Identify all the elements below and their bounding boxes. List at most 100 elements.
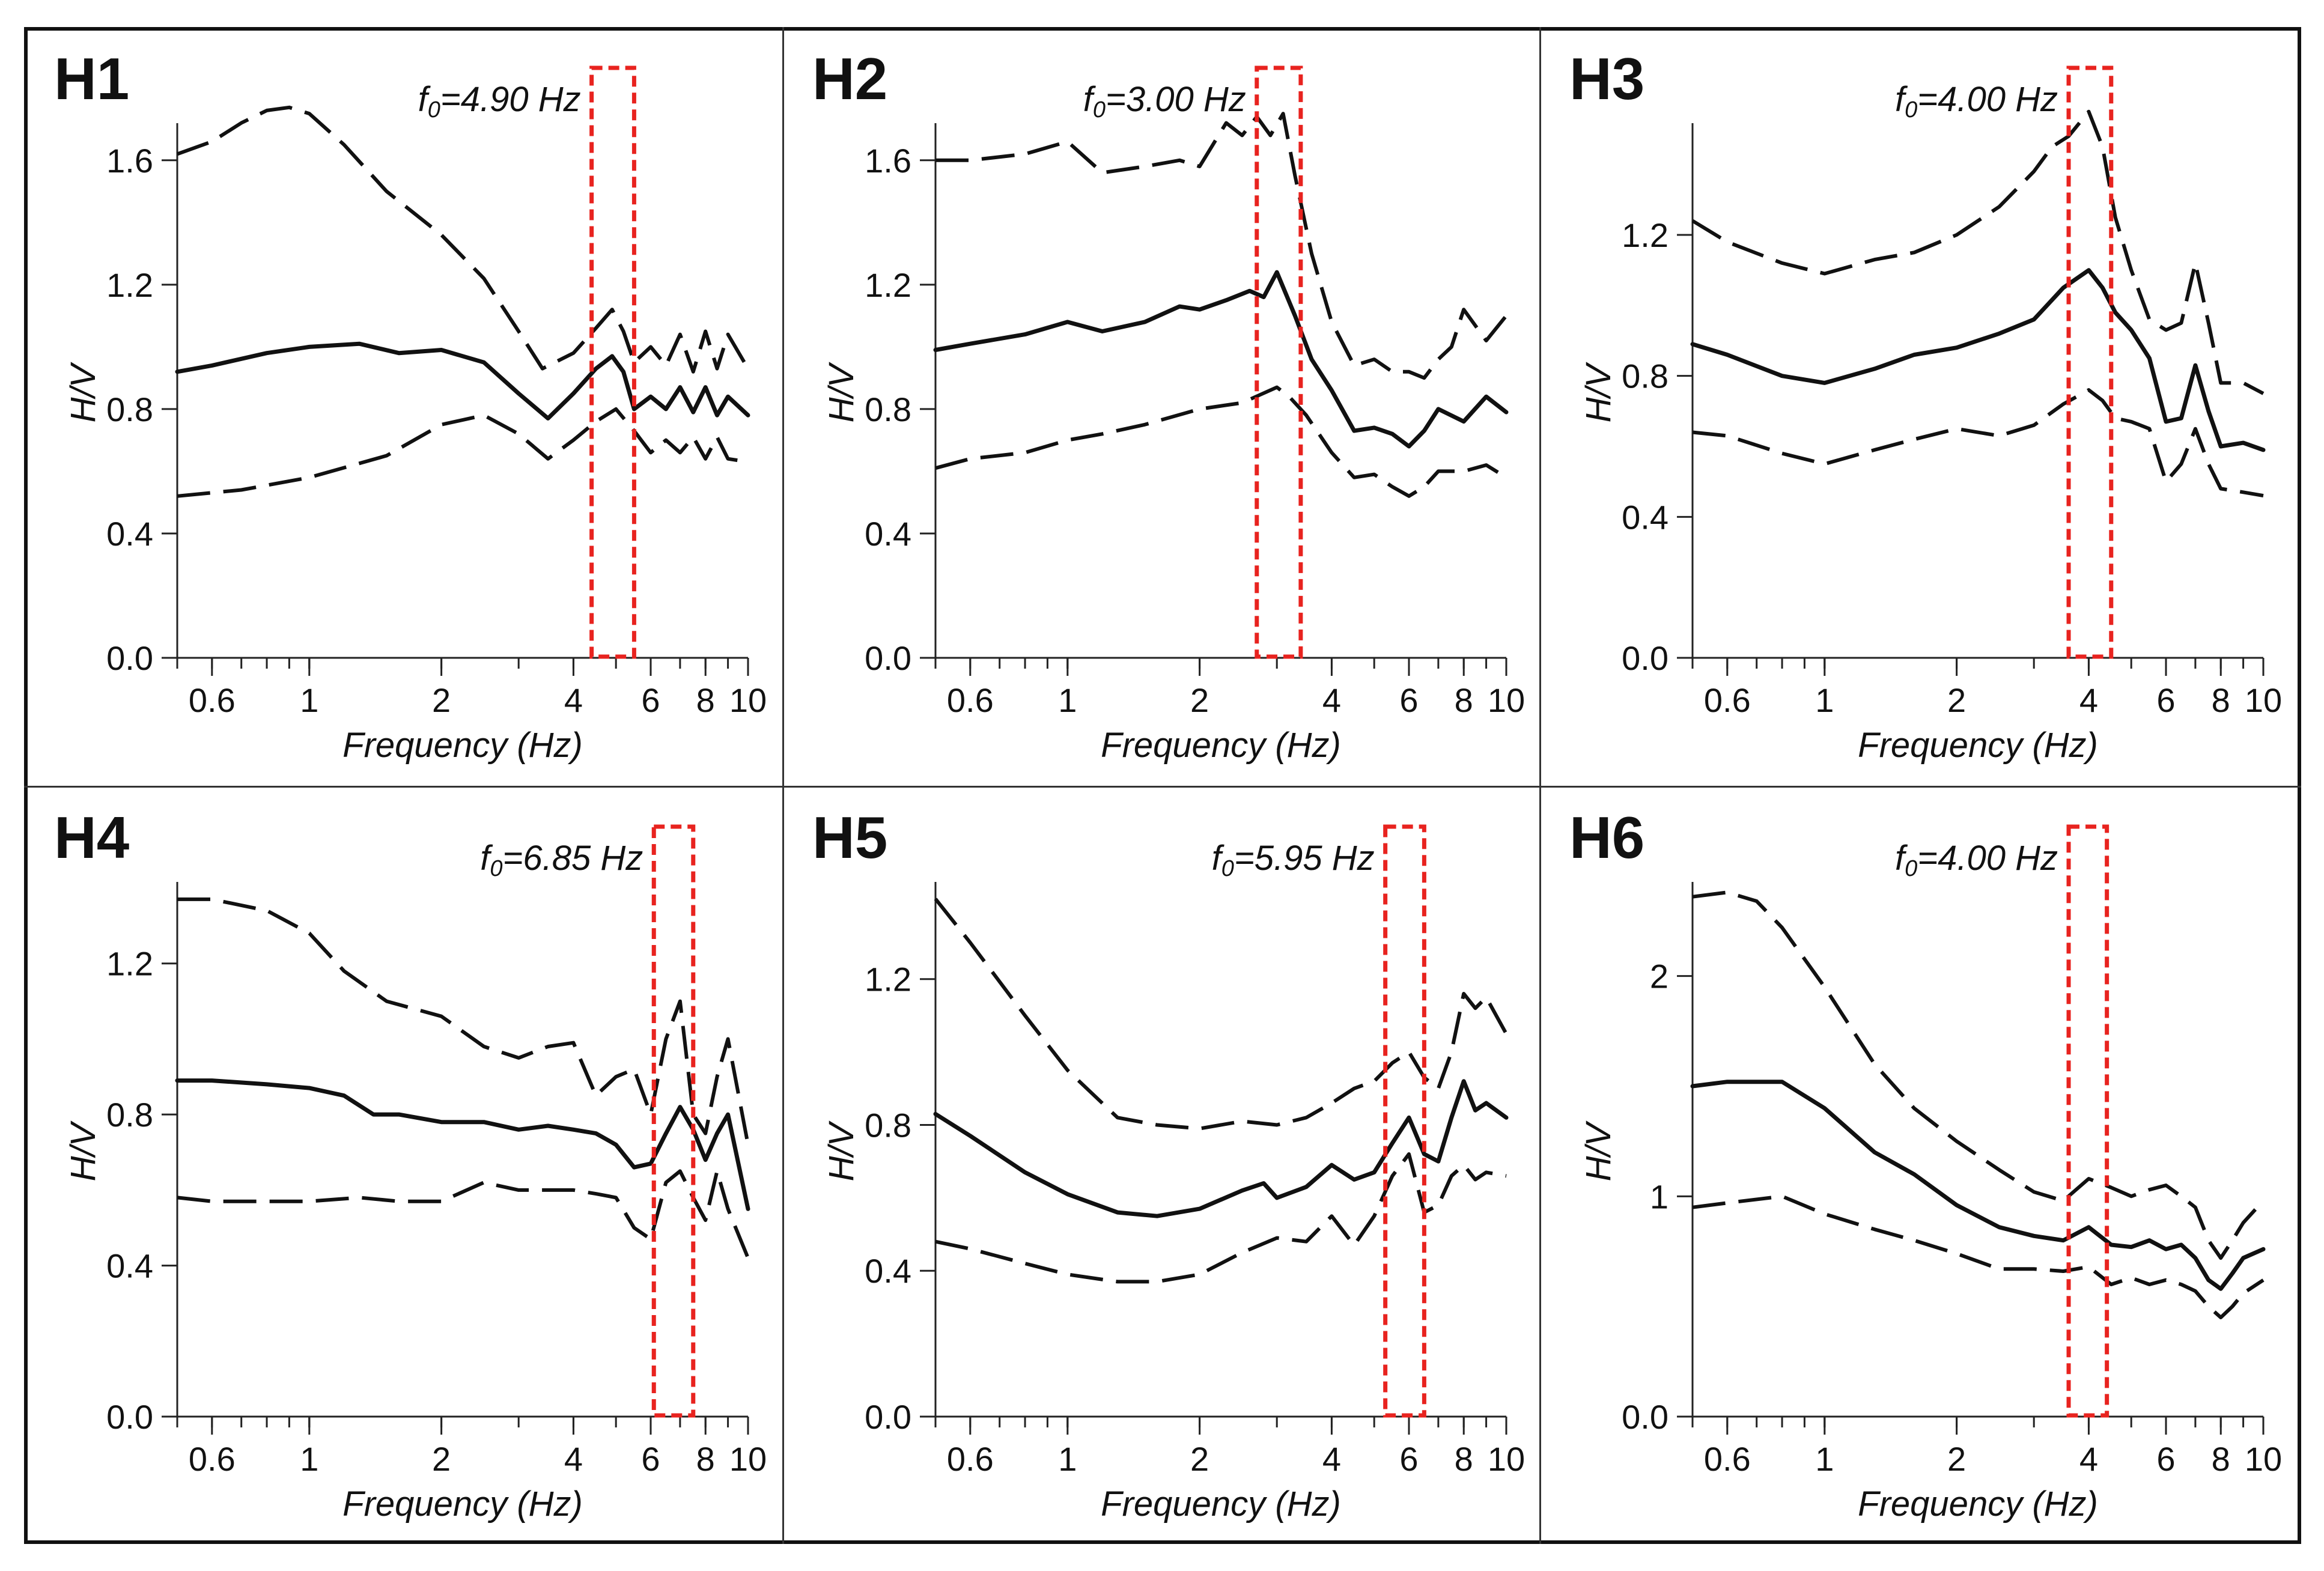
panel-label: H4 <box>54 804 129 871</box>
x-tick-label: 6 <box>2156 1440 2175 1478</box>
x-tick-label: 6 <box>2156 681 2175 719</box>
series-upper-std-line <box>1691 109 2265 395</box>
x-tick-label: 4 <box>564 681 583 719</box>
series-lower-std-line <box>1692 388 2264 498</box>
series-upper-std-line <box>934 898 1508 1131</box>
x-tick-label: 10 <box>1488 681 1525 719</box>
y-tick-label: 0.0 <box>106 1398 153 1436</box>
series-upper-std-line <box>177 897 750 1145</box>
x-tick-label: 2 <box>432 1440 451 1478</box>
divider-horizontal <box>24 786 2301 788</box>
hv-chart: H1 f0=4.90 Hz 0.6 1 2 4 6 8 10 0.0 0.4 0.8 1.2 1.6 Fre… <box>54 46 767 765</box>
axes <box>934 123 1506 659</box>
f0-label: f0=4.90 Hz <box>418 80 581 123</box>
x-tick-label: 10 <box>2245 1440 2282 1478</box>
panel-h4: H4 f0=6.85 Hz 0.6 1 2 4 6 8 10 0.0 0.4 0.8 1.2 Freque… <box>24 786 782 1544</box>
series-lower-std-line <box>177 407 749 498</box>
x-tick-label: 4 <box>1322 1440 1341 1478</box>
x-tick-label: 8 <box>2212 681 2230 719</box>
x-axis-label: Frequency (Hz) <box>342 726 583 765</box>
axes <box>176 882 748 1418</box>
x-tick-label: 6 <box>1399 1440 1418 1478</box>
x-tick-label: 4 <box>2079 681 2098 719</box>
divider-vertical-2 <box>1539 27 1541 1544</box>
x-axis-label: Frequency (Hz) <box>1101 1484 1341 1524</box>
y-tick-label: 0.4 <box>1622 498 1668 536</box>
y-tick-label: 0.8 <box>1622 357 1668 395</box>
x-tick-label: 4 <box>564 1440 583 1478</box>
y-tick-label: 1.2 <box>106 945 153 983</box>
hv-chart: H3 f0=4.00 Hz 0.6 1 2 4 6 8 10 0.0 0.4 0.8 1.2 Freque… <box>1569 46 2282 765</box>
y-tick-label: 0.8 <box>865 390 911 428</box>
hv-chart: H5 f0=5.95 Hz 0.6 1 2 4 6 8 10 0.0 0.4 0.8 1.2 Freque… <box>812 804 1525 1524</box>
x-tick-label: 0.6 <box>947 1440 994 1478</box>
x-tick-label: 0.6 <box>189 681 236 719</box>
y-tick-label: 1.2 <box>865 961 911 998</box>
x-tick-label: 4 <box>2079 1440 2098 1478</box>
figure-frame <box>24 27 2301 1544</box>
y-tick-label: 0.0 <box>1622 639 1668 677</box>
y-tick-label: 0.0 <box>106 639 153 677</box>
x-tick-label: 8 <box>1455 681 1473 719</box>
x-tick-label: 1 <box>1058 1440 1077 1478</box>
peak-frequency-box <box>651 824 696 1418</box>
y-tick-label: 1 <box>1650 1177 1668 1215</box>
panel-h5: H5 f0=5.95 Hz 0.6 1 2 4 6 8 10 0.0 0.4 0.8 1.2 Freque… <box>782 786 1541 1544</box>
series-lower-std-line <box>1692 1194 2265 1319</box>
series-mean-line <box>1690 268 2266 452</box>
y-tick-label: 0.4 <box>865 515 911 553</box>
series-mean-line <box>175 1078 750 1211</box>
x-tick-label: 6 <box>1399 681 1418 719</box>
panel-label: H3 <box>1569 46 1644 112</box>
series-mean-line <box>175 341 750 421</box>
panel-h1: H1 f0=4.90 Hz 0.6 1 2 4 6 8 10 0.0 0.4 0.8 1.2 1.6 Fre… <box>24 27 782 785</box>
x-tick-label: 1 <box>300 1440 318 1478</box>
series-lower-std-line <box>935 1152 1507 1284</box>
x-tick-label: 1 <box>1058 681 1077 719</box>
x-tick-label: 2 <box>1190 681 1209 719</box>
series-mean-line <box>933 1079 1509 1218</box>
panel-h6: H6 f0=4.00 Hz 0.6 1 2 4 6 8 10 0.0 1 2 Frequency (Hz… <box>1539 786 2298 1544</box>
series-lower-std-line <box>177 1169 750 1259</box>
x-tick-label: 10 <box>2245 681 2282 719</box>
hv-chart: H6 f0=4.00 Hz 0.6 1 2 4 6 8 10 0.0 1 2 Frequency (Hz… <box>1569 804 2282 1524</box>
panel-h3: H3 f0=4.00 Hz 0.6 1 2 4 6 8 10 0.0 0.4 0.8 1.2 Freque… <box>1539 27 2298 785</box>
panel-label: H2 <box>812 46 887 112</box>
f0-label: f0=3.00 Hz <box>1083 80 1246 123</box>
hv-chart: H4 f0=6.85 Hz 0.6 1 2 4 6 8 10 0.0 0.4 0.8 1.2 Freque… <box>54 804 767 1524</box>
x-tick-label: 10 <box>729 1440 767 1478</box>
peak-frequency-box <box>1255 65 1303 659</box>
y-tick-label: 0.8 <box>106 1096 153 1134</box>
x-tick-label: 6 <box>641 1440 660 1478</box>
y-tick-label: 1.2 <box>106 266 153 304</box>
x-tick-label: 0.6 <box>189 1440 236 1478</box>
y-axis-label: H/V <box>64 361 103 422</box>
x-tick-label: 1 <box>300 681 318 719</box>
y-tick-label: 0.0 <box>865 1398 911 1436</box>
y-axis-label: H/V <box>1579 1120 1618 1181</box>
peak-frequency-box <box>2066 824 2110 1418</box>
f0-label: f0=4.00 Hz <box>1895 839 2058 881</box>
y-tick-label: 0.8 <box>865 1106 911 1144</box>
x-tick-label: 2 <box>432 681 451 719</box>
x-axis-label: Frequency (Hz) <box>1101 726 1341 765</box>
y-tick-label: 0.8 <box>106 390 153 428</box>
x-tick-label: 2 <box>1947 1440 1966 1478</box>
y-axis-label: H/V <box>1579 361 1618 422</box>
y-tick-label: 2 <box>1650 958 1668 995</box>
x-tick-label: 8 <box>696 681 715 719</box>
panel-label: H6 <box>1569 804 1644 871</box>
x-tick-label: 8 <box>2212 1440 2230 1478</box>
y-tick-label: 0.0 <box>1622 1398 1668 1436</box>
x-tick-label: 0.6 <box>1704 681 1751 719</box>
series-mean-line <box>1690 1080 2266 1291</box>
hv-chart: H2 f0=3.00 Hz 0.6 1 2 4 6 8 10 0.0 0.4 0.8 1.2 1.6 Fre… <box>812 46 1525 765</box>
y-tick-label: 1.2 <box>1622 216 1668 254</box>
peak-frequency-box <box>2066 65 2114 659</box>
y-tick-label: 1.6 <box>865 142 911 180</box>
x-axis-label: Frequency (Hz) <box>1858 726 2098 765</box>
x-tick-label: 0.6 <box>947 681 994 719</box>
x-axis-label: Frequency (Hz) <box>342 1484 583 1524</box>
axes <box>1691 882 2263 1418</box>
panel-label: H5 <box>812 804 887 871</box>
